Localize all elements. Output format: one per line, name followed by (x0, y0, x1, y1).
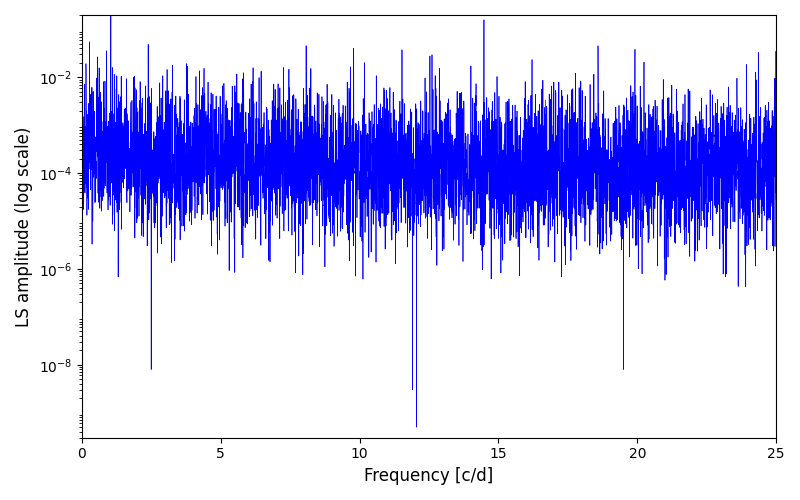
X-axis label: Frequency [c/d]: Frequency [c/d] (364, 467, 494, 485)
Y-axis label: LS amplitude (log scale): LS amplitude (log scale) (15, 126, 33, 326)
